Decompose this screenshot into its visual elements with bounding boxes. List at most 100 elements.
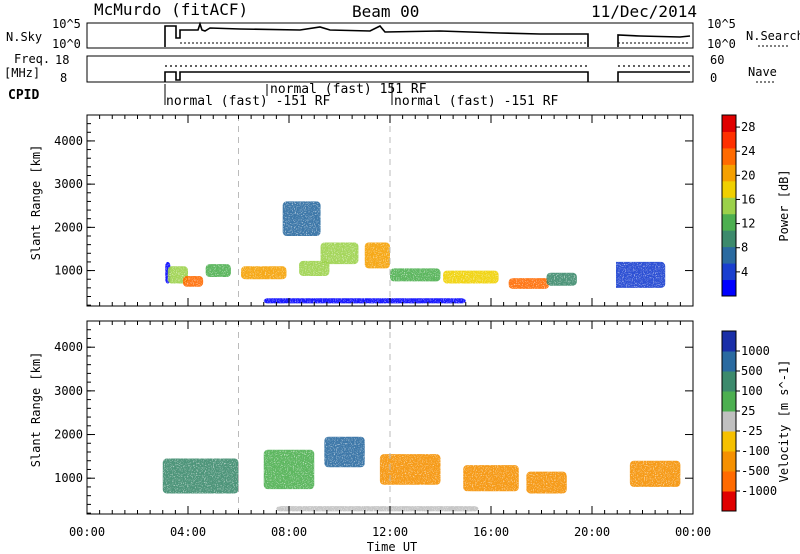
x-tick-label: 12:00 [372, 525, 408, 539]
colorbar-segment [722, 451, 736, 472]
heatmap-cell [508, 278, 550, 289]
cpid-label: CPID [8, 88, 40, 103]
heatmap-cell [390, 268, 441, 282]
nsearch-tick-bottom: 10^0 [707, 37, 736, 51]
colorbar-segment [722, 491, 736, 512]
colorbar-segment [722, 147, 736, 165]
colorbar-tick-label: 25 [741, 404, 755, 418]
colorbar-segment [722, 115, 736, 132]
freq-tick-bottom: 8 [60, 71, 68, 85]
heatmap-cell [162, 458, 239, 494]
heatmap-cell [629, 460, 681, 487]
x-tick-label: 00:00 [675, 525, 711, 539]
nave-label: Nave [748, 65, 777, 79]
nsearch-tick-top: 10^5 [707, 17, 736, 31]
power-panel: 1000 2000 3000 4000 Slant Range [km] [29, 114, 694, 307]
heatmap-cell [263, 449, 315, 490]
x-axis-label: Time UT [367, 540, 418, 554]
colorbar-tick-label: 20 [741, 168, 755, 182]
heatmap-cell [282, 201, 321, 236]
heatmap-cell [463, 465, 519, 492]
freq-tick-top: 18 [55, 53, 70, 67]
colorbar-tick-label: 500 [741, 364, 763, 378]
heatmap-cell [546, 272, 577, 286]
heatmap-cell [205, 264, 231, 278]
colorbar-segment [722, 471, 736, 492]
colorbar-segment [722, 230, 736, 248]
nsky-label: N.Sky [6, 30, 43, 44]
y-tick-label: 3000 [54, 384, 83, 398]
nave-tick-bottom: 0 [710, 71, 718, 85]
freq-label: Freq. [14, 52, 51, 66]
heatmap-cell [241, 266, 287, 280]
x-tick-label: 20:00 [574, 525, 610, 539]
colorbar-segment [722, 279, 736, 297]
colorbar-segment [722, 351, 736, 372]
colorbar-label: Power [dB] [777, 169, 791, 241]
colorbar-tick-label: 4 [741, 265, 748, 279]
colorbar-tick-label: 16 [741, 192, 755, 206]
station-title: McMurdo (fitACF) [94, 0, 249, 19]
colorbar-segment [722, 263, 736, 281]
heatmap-cell [167, 266, 188, 284]
data-gap [589, 115, 616, 306]
colorbar-segment [722, 164, 736, 182]
data-gap [87, 321, 162, 514]
colorbar-segment [722, 431, 736, 452]
y-axis-label: Slant Range [km] [29, 352, 43, 468]
colorbar-segment [722, 197, 736, 215]
colorbar-frame [721, 114, 737, 297]
colorbar-tick-label: -25 [741, 424, 763, 438]
colorbar-tick-label: -500 [741, 464, 770, 478]
colorbar-segment [722, 391, 736, 412]
colorbar-segment [722, 213, 736, 231]
colorbar-segment [722, 180, 736, 198]
velocity-panel: 1000 2000 3000 4000 Slant Range [km] [29, 320, 694, 515]
nsky-panel [86, 21, 694, 49]
freq-unit: [MHz] [4, 66, 41, 80]
data-gap [87, 115, 162, 306]
heatmap-cell [320, 242, 359, 265]
beam-title: Beam 00 [352, 2, 420, 21]
colorbar-tick-label: 28 [741, 120, 755, 134]
colorbar-label: Velocity [m s^-1] [777, 360, 791, 483]
colorbar-tick-label: 12 [741, 217, 755, 231]
y-axis-label: Slant Range [km] [29, 145, 43, 261]
y-tick-label: 2000 [54, 428, 83, 442]
heatmap-cell [182, 275, 204, 287]
cpid-markers [164, 84, 393, 105]
heatmap-cell [609, 261, 666, 288]
x-tick-label: 08:00 [271, 525, 307, 539]
colorbar-segment [722, 246, 736, 264]
heatmap-cell [364, 242, 390, 269]
y-tick-label: 4000 [54, 340, 83, 354]
data-gap [589, 321, 616, 514]
y-tick-label: 1000 [54, 264, 83, 278]
nsearch-label: N.Search [746, 29, 800, 43]
colorbar-tick-label: -1000 [741, 484, 777, 498]
heatmap-cell [526, 471, 567, 494]
colorbar-tick-label: 8 [741, 241, 748, 255]
y-tick-label: 3000 [54, 177, 83, 191]
x-tick-label: 00:00 [69, 525, 105, 539]
colorbar-segment [722, 131, 736, 149]
heatmap-cell [443, 270, 499, 284]
heatmap-cell [379, 454, 441, 485]
y-tick-label: 2000 [54, 220, 83, 234]
heatmap-cell [324, 436, 365, 468]
colorbar-segment [722, 371, 736, 392]
colorbar-segment [722, 331, 736, 352]
heatmap-cell [299, 260, 330, 276]
nave-tick-top: 60 [710, 53, 725, 67]
y-tick-label: 4000 [54, 134, 83, 148]
cpid-segment-1: normal (fast) -151 RF [166, 94, 331, 109]
nsky-tick-bottom: 10^0 [52, 37, 81, 51]
date-title: 11/Dec/2014 [591, 2, 697, 21]
freq-nave-panel [86, 45, 790, 83]
x-tick-label: 16:00 [473, 525, 509, 539]
nsky-tick-top: 10^5 [52, 17, 81, 31]
y-tick-label: 1000 [54, 471, 83, 485]
